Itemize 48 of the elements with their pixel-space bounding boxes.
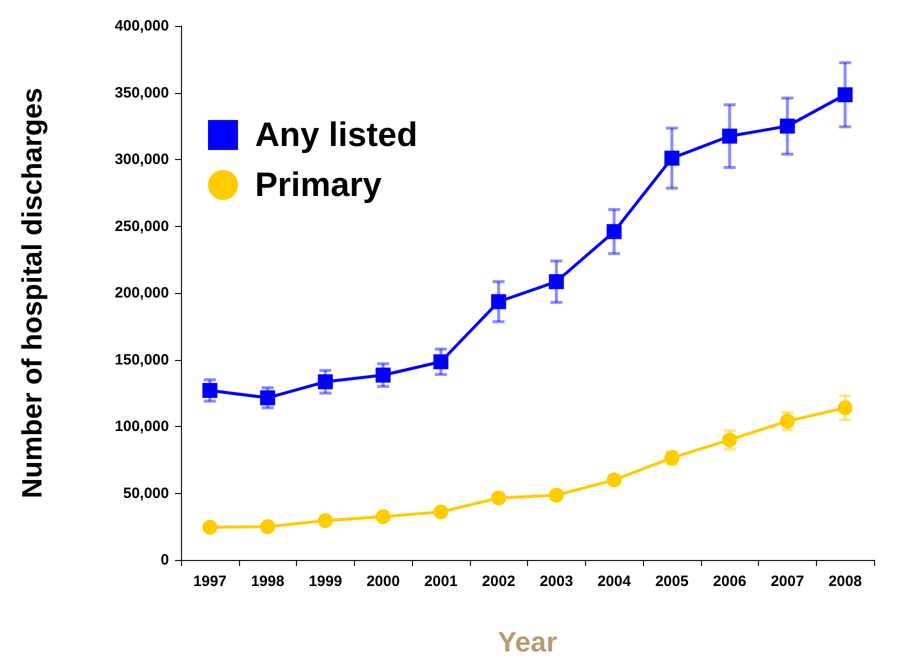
x-tick-label: 1997 [193, 573, 227, 590]
x-tick-label: 2007 [770, 573, 804, 590]
point [722, 128, 738, 144]
point [202, 382, 218, 398]
legend-label: Any listed [255, 116, 418, 154]
x-tick-label: 2005 [655, 573, 689, 590]
point [318, 374, 333, 390]
x-tick-label: 2006 [712, 573, 746, 590]
point [838, 400, 853, 416]
point [260, 519, 276, 534]
point [376, 509, 391, 524]
point [780, 414, 795, 429]
y-tick-label: 400,000 [114, 18, 169, 34]
point [838, 87, 853, 102]
point [548, 488, 564, 503]
point [491, 294, 506, 310]
y-tick-label: 250,000 [114, 218, 169, 235]
x-tick-label: 1999 [308, 573, 342, 590]
point [433, 504, 448, 520]
point [664, 150, 680, 166]
point [433, 354, 448, 370]
x-tick-label: 2003 [540, 573, 574, 590]
y-tick-label: 150,000 [114, 351, 169, 368]
y-tick-label: 0 [160, 552, 169, 568]
point [376, 368, 391, 383]
point [491, 490, 506, 506]
x-tick-label: 2000 [366, 573, 400, 590]
y-tick-label: 50,000 [123, 484, 169, 502]
y-tick-label: 200,000 [114, 284, 169, 302]
x-tick-label: 1998 [250, 573, 284, 590]
point [606, 472, 622, 488]
y-axis-title: Number of hospital discharges [16, 88, 48, 498]
point [260, 390, 276, 406]
y-tick-label: 300,000 [114, 151, 169, 168]
legend-label: Primary [255, 166, 382, 204]
point [606, 224, 622, 240]
point [780, 118, 795, 134]
x-tick-label: 2008 [828, 573, 862, 590]
point [548, 274, 564, 290]
y-tick-label: 350,000 [114, 84, 169, 102]
point [318, 513, 333, 528]
y-tick-label: 100,000 [114, 418, 169, 435]
x-axis-title: Year [498, 626, 558, 658]
point [722, 432, 738, 448]
point [202, 520, 218, 535]
x-tick-label: 2004 [597, 573, 632, 590]
x-tick-label: 2001 [424, 573, 458, 590]
x-tick-label: 2002 [482, 573, 516, 590]
